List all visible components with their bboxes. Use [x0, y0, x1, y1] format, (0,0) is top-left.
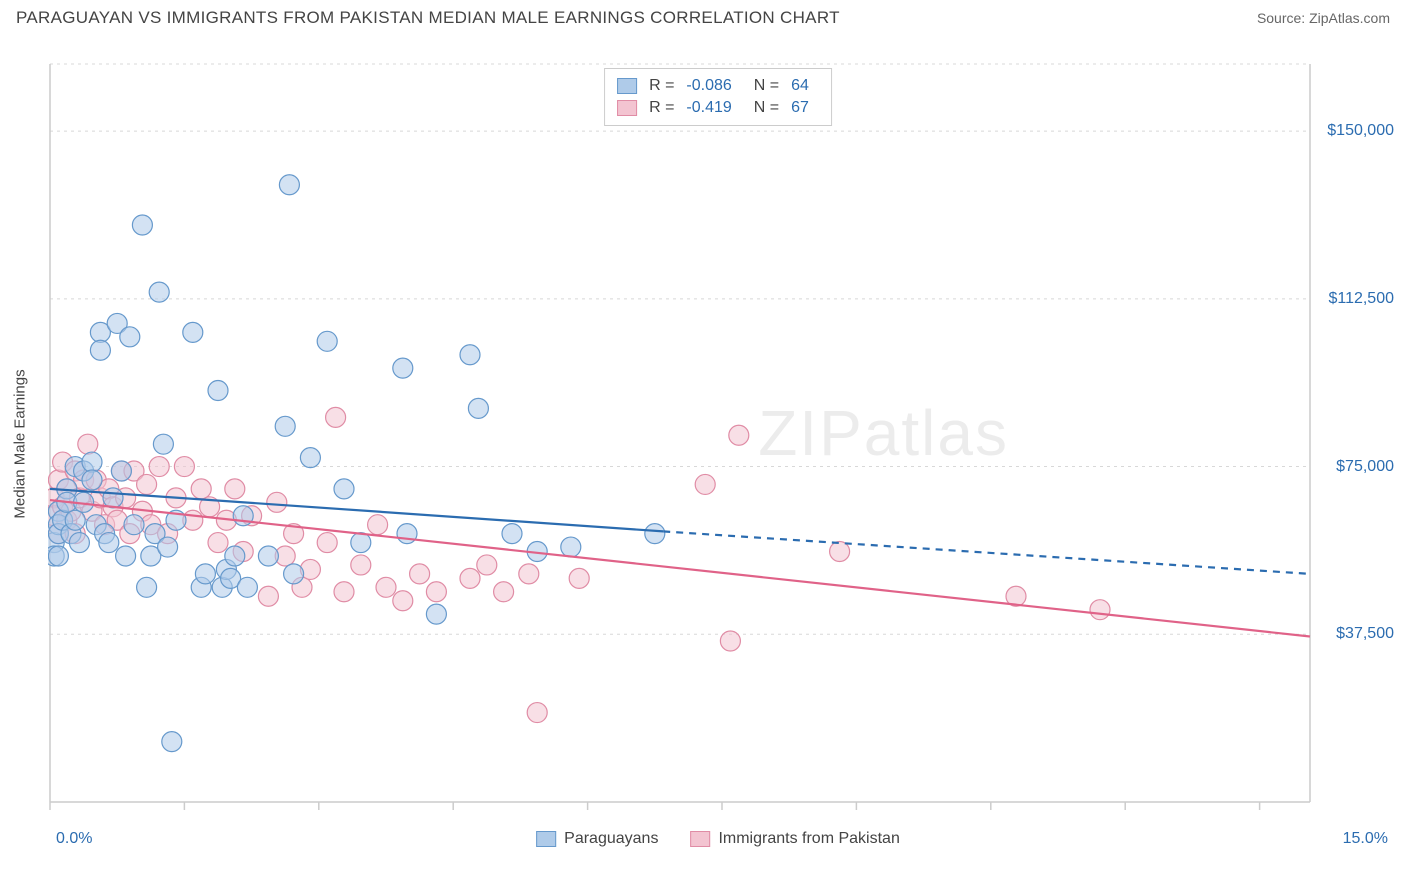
legend-swatch — [617, 78, 637, 94]
legend-item: Immigrants from Pakistan — [690, 830, 899, 848]
legend-r-label: R = — [649, 99, 674, 117]
legend-r-value: -0.086 — [686, 77, 731, 95]
legend-label: Paraguayans — [564, 830, 658, 848]
y-tick-label: $75,000 — [1332, 458, 1394, 476]
source-label: Source: ZipAtlas.com — [1257, 10, 1390, 26]
y-axis-title: Median Male Earnings — [12, 369, 29, 518]
legend-n-value: 64 — [791, 77, 809, 95]
legend-swatch — [536, 831, 556, 847]
legend-n-label: N = — [754, 77, 779, 95]
x-axis-min-label: 0.0% — [56, 830, 92, 848]
legend-swatch — [617, 100, 637, 116]
legend-r-label: R = — [649, 77, 674, 95]
correlation-legend: R = -0.086 N = 64 R = -0.419 N = 67 — [604, 68, 832, 126]
legend-label: Immigrants from Pakistan — [718, 830, 899, 848]
series-legend: Paraguayans Immigrants from Pakistan — [536, 830, 900, 848]
legend-row: R = -0.419 N = 67 — [617, 97, 819, 119]
scatter-plot — [48, 44, 1388, 844]
chart-title: PARAGUAYAN VS IMMIGRANTS FROM PAKISTAN M… — [16, 8, 840, 28]
y-tick-label: $37,500 — [1332, 625, 1394, 643]
legend-row: R = -0.086 N = 64 — [617, 75, 819, 97]
y-tick-label: $150,000 — [1323, 122, 1394, 140]
chart-container: Median Male Earnings ZIPatlas R =-0.086N… — [48, 44, 1388, 844]
legend-n-label: N = — [754, 99, 779, 117]
y-tick-label: $112,500 — [1324, 290, 1394, 308]
legend-r-value: -0.419 — [686, 99, 731, 117]
x-axis-max-label: 15.0% — [1343, 830, 1388, 848]
legend-item: Paraguayans — [536, 830, 658, 848]
legend-n-value: 67 — [791, 99, 809, 117]
legend-swatch — [690, 831, 710, 847]
